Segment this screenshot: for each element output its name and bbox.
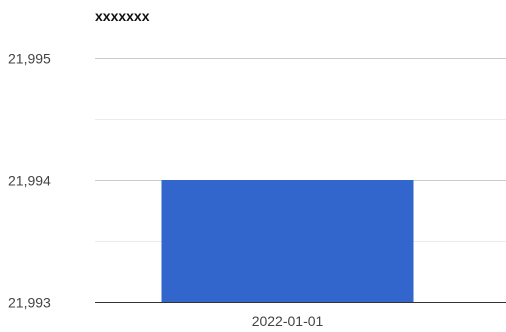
- chart-title: xxxxxxx: [95, 8, 150, 24]
- y-tick-label: 21,994: [8, 173, 51, 189]
- bar-layer: [161, 180, 414, 302]
- y-tick-label: 21,995: [8, 51, 51, 67]
- x-tick-label: 2022-01-01: [252, 313, 324, 329]
- y-tick-label: 21,993: [8, 295, 51, 311]
- label-layer: 21,993 21,994 21,995 2022-01-01: [8, 51, 324, 330]
- bar[interactable]: [161, 180, 414, 302]
